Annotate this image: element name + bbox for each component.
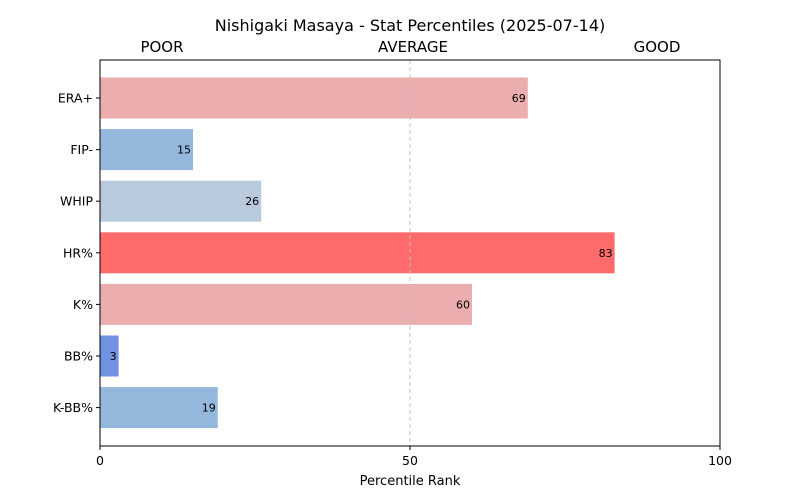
x-tick-label: 100 xyxy=(708,453,732,468)
x-tick-label: 50 xyxy=(402,453,418,468)
value-label-hr: 83 xyxy=(599,247,613,260)
x-tick-label: 0 xyxy=(96,453,104,468)
x-axis-ticks: 0 50 100 xyxy=(96,446,732,468)
y-tick-label-k: K% xyxy=(73,297,93,312)
bar-k xyxy=(100,283,472,325)
bars-group xyxy=(100,77,615,429)
value-label-fip: 15 xyxy=(177,144,191,157)
x-axis-label: Percentile Rank xyxy=(360,474,461,489)
y-axis-labels: ERA+ FIP- WHIP HR% K% BB% K-BB% xyxy=(53,91,100,415)
y-tick-label-k-bb: K-BB% xyxy=(53,400,93,415)
zone-label-good: GOOD xyxy=(634,38,681,56)
zone-label-average: AVERAGE xyxy=(378,38,448,56)
bar-era xyxy=(100,77,528,119)
y-tick-label-bb: BB% xyxy=(64,349,93,364)
chart-title: Nishigaki Masaya - Stat Percentiles (202… xyxy=(215,16,605,35)
y-tick-label-whip: WHIP xyxy=(60,194,93,209)
value-label-era: 69 xyxy=(512,92,526,105)
bar-whip xyxy=(100,180,262,222)
zone-label-poor: POOR xyxy=(140,38,183,56)
plot-frame xyxy=(99,59,721,447)
y-tick-label-era: ERA+ xyxy=(58,91,93,106)
value-labels-group: 69 15 26 83 60 3 19 xyxy=(110,92,613,415)
value-label-k-bb: 19 xyxy=(202,402,216,415)
bar-bb xyxy=(100,335,119,377)
y-tick-label-fip: FIP- xyxy=(70,142,93,157)
value-label-bb: 3 xyxy=(110,350,117,363)
value-label-k: 60 xyxy=(456,298,470,311)
y-tick-label-hr: HR% xyxy=(63,245,93,260)
bar-hr xyxy=(100,232,615,274)
value-label-whip: 26 xyxy=(245,195,259,208)
bar-k-bb xyxy=(100,387,218,429)
bar-fip xyxy=(100,129,193,171)
